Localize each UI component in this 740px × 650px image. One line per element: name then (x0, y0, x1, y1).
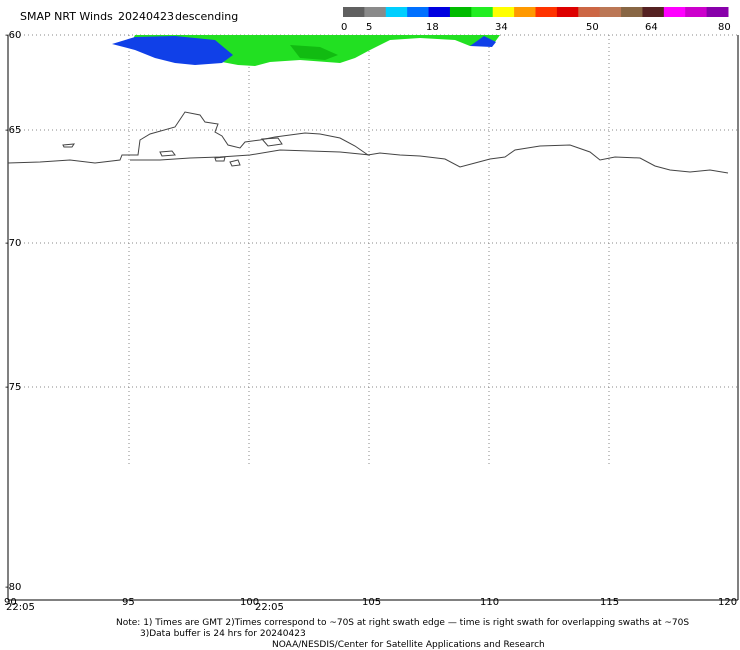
map-pass: descending (175, 10, 238, 23)
colorbar-tick-80: 80 (718, 22, 731, 33)
colorbar-segment (535, 7, 558, 17)
colorbar-segment (642, 7, 665, 17)
colorbar-segment (556, 7, 579, 17)
colorbar-segment (599, 7, 622, 17)
swath-dark-green-patch (290, 45, 338, 60)
footer-credit: NOAA/NESDIS/Center for Satellite Applica… (272, 640, 545, 650)
colorbar-segment (428, 7, 451, 17)
lon-label-95: 95 (122, 597, 135, 608)
lat-label-70: -70 (5, 238, 21, 249)
colorbar-tick-18: 18 (426, 22, 439, 33)
lon-label-90: 90 (4, 597, 17, 608)
colorbar-tick-labels: 0 5 18 34 50 64 80 (341, 22, 731, 33)
lon-label-110: 110 (480, 597, 499, 608)
swath-time-center: 22:05 (255, 602, 284, 613)
map-frame (7, 35, 739, 601)
lat-label-80: -80 (5, 582, 21, 593)
colorbar-segment (407, 7, 430, 17)
lon-label-100: 100 (240, 597, 259, 608)
colorbar-tick-50: 50 (586, 22, 599, 33)
antarctic-coastline (7, 111, 729, 174)
swath-times: 22:05 22:05 (6, 602, 284, 613)
lat-label-65: -65 (5, 125, 21, 136)
lon-label-120: 120 (718, 597, 737, 608)
colorbar-segment (514, 7, 536, 17)
colorbar-tick-34: 34 (495, 22, 508, 33)
swath-time-left: 22:05 (6, 602, 35, 613)
wind-swath (112, 35, 500, 66)
colorbar-segment (343, 7, 365, 17)
swath-blue-region (112, 36, 233, 65)
wind-speed-colorbar (343, 7, 729, 17)
colorbar-segment (578, 7, 601, 17)
colorbar-segment (685, 7, 708, 17)
colorbar-segment (364, 7, 387, 17)
graticule (8, 34, 738, 465)
colorbar-segment (385, 7, 408, 17)
longitude-labels: 90 95 100 105 110 115 120 (4, 597, 737, 608)
latitude-labels: -60 -65 -70 -75 -80 (5, 30, 21, 593)
colorbar-segment (449, 7, 472, 17)
footer-note-line1: Note: 1) Times are GMT 2)Times correspon… (116, 618, 689, 628)
lon-label-115: 115 (600, 597, 619, 608)
colorbar-tick-0: 0 (341, 22, 347, 33)
lat-label-75: -75 (5, 382, 21, 393)
colorbar-segment (471, 7, 494, 17)
colorbar-tick-5: 5 (366, 22, 372, 33)
colorbar-tick-64: 64 (645, 22, 658, 33)
lon-label-105: 105 (362, 597, 381, 608)
footer: Note: 1) Times are GMT 2)Times correspon… (116, 618, 689, 650)
colorbar-segment (621, 7, 643, 17)
swath-blue-patch-east (470, 36, 496, 47)
lat-label-60: -60 (5, 30, 21, 41)
colorbar-segment (663, 7, 686, 17)
colorbar-segment (492, 7, 515, 17)
footer-note-line2: 3)Data buffer is 24 hrs for 20240423 (140, 629, 306, 639)
colorbar-segment (706, 7, 729, 17)
map-date: 20240423 (118, 10, 174, 23)
map-title: SMAP NRT Winds (20, 10, 113, 23)
